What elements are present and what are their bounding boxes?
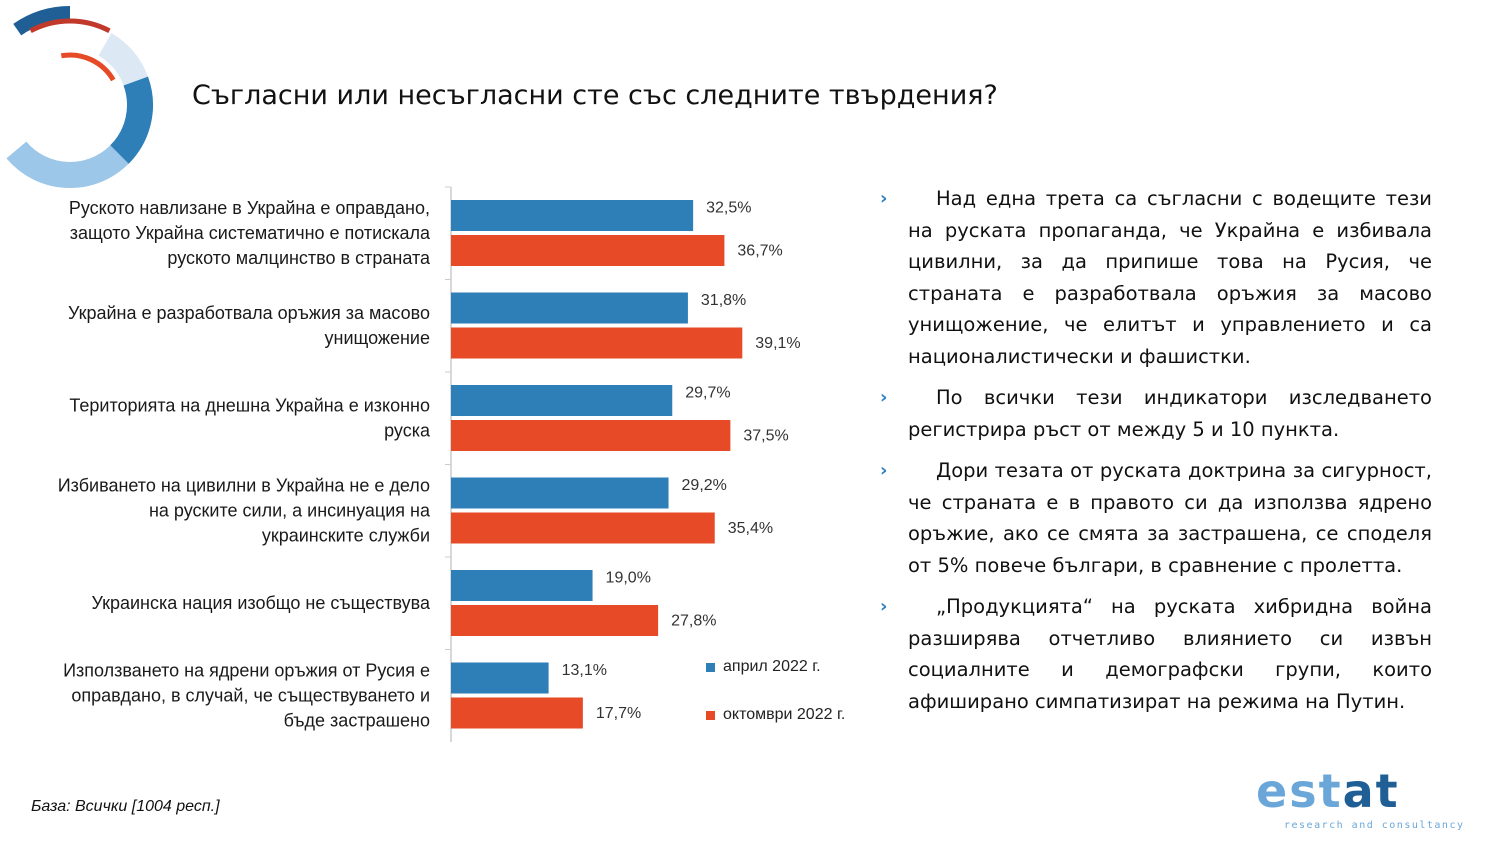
bar-october [451,512,715,544]
category-label: украинските служби [262,526,430,546]
category-label: защото Украйна систематично е потискала [70,223,431,243]
decorative-arc-logo [6,6,153,188]
chevron-right-icon: › [880,460,888,481]
finding-text: По всички тези индикатори изследването р… [908,386,1432,441]
data-label: 19,0% [606,570,651,587]
data-label: 17,7% [596,705,641,722]
bar-october [451,327,743,359]
bar-chart: Руското навлизане в Украйна е оправдано,… [58,186,801,742]
bar-october [451,605,659,636]
estat-logo: estat research and consultancy [1256,764,1476,834]
base-note: База: Всички [1004 респ.] [31,798,220,815]
arc-mid [6,141,134,188]
arc-red-inner [60,52,116,82]
bar-october [451,697,583,729]
data-label: 29,7% [685,385,730,402]
chevron-right-icon: › [880,188,888,209]
bar-april [451,385,673,416]
chart-legend: април 2022 г. октомври 2022 г. [706,655,845,751]
finding-text: Над една трета са съгласни с водещите те… [908,187,1432,368]
data-label: 39,1% [755,335,800,352]
bar-april [451,477,669,509]
chevron-right-icon: › [880,596,888,617]
data-label: 27,8% [671,613,716,630]
category-label: Използването на ядрени оръжия от Русия е [63,661,430,681]
data-label: 36,7% [737,243,782,260]
category-label: на руските сили, а инсинуация на [149,501,431,521]
legend-swatch-october [706,710,715,720]
category-label: Украинска нация изобщо не съществува [91,593,431,613]
data-label: 32,5% [706,200,751,217]
data-label: 29,2% [682,477,727,494]
category-label: руска [384,421,431,441]
category-label: руското малцинство в страната [167,248,431,268]
legend-item-april: април 2022 г. [706,655,845,679]
category-label: унищожение [325,328,430,348]
finding-4: › „Продукцията“ на руската хибридна война… [880,591,1432,717]
finding-2: › По всички тези индикатори изследването … [880,382,1432,445]
data-label: 13,1% [562,662,607,679]
estat-wordmark: estat [1256,764,1400,818]
arc-dark [13,6,71,36]
finding-1: › Над една трета са съгласни с водещите т… [880,183,1432,372]
finding-3: › Дори тезата от руската доктрина за сигу… [880,455,1432,581]
data-label: 37,5% [743,428,788,445]
category-label: Руското навлизане в Украйна е оправдано, [69,198,430,218]
data-label: 35,4% [728,520,773,537]
legend-item-october: октомври 2022 г. [706,703,845,727]
key-findings: › Над една трета са съгласни с водещите т… [880,183,1432,727]
legend-label-october: октомври 2022 г. [723,706,846,723]
chevron-right-icon: › [880,387,888,408]
category-label: Украйна е разработвала оръжия за масово [68,303,430,323]
bar-april [451,200,694,231]
category-label: Избиването на цивилни в Украйна не е дел… [58,476,430,496]
legend-swatch-april [706,662,715,672]
bar-october [451,420,731,451]
category-label: бъде застрашено [284,711,430,731]
bar-april [451,292,688,324]
bar-april [451,662,549,694]
estat-tagline: research and consultancy [1284,820,1465,831]
bar-april [451,570,593,601]
category-label: Територията на днешна Украйна е изконно [69,396,430,416]
finding-text: „Продукцията“ на руската хибридна война … [908,595,1432,713]
arc-red-outer [29,18,111,34]
page-title: Съгласни или несъгласни сте със следните… [192,80,998,111]
bar-october [451,235,725,266]
legend-label-april: април 2022 г. [723,658,821,675]
arc-blue [109,76,153,164]
data-label: 31,8% [701,292,746,309]
finding-text: Дори тезата от руската доктрина за сигур… [908,459,1432,577]
category-label: оправдано, в случай, че съществуването и [71,686,430,706]
